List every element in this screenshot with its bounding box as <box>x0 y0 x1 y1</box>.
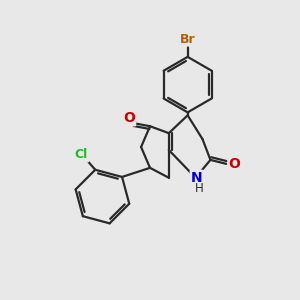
Text: Br: Br <box>180 32 196 46</box>
Text: H: H <box>195 182 204 195</box>
Text: N: N <box>191 171 203 185</box>
Text: Cl: Cl <box>75 148 88 161</box>
Text: O: O <box>228 157 240 171</box>
Text: O: O <box>123 111 135 125</box>
